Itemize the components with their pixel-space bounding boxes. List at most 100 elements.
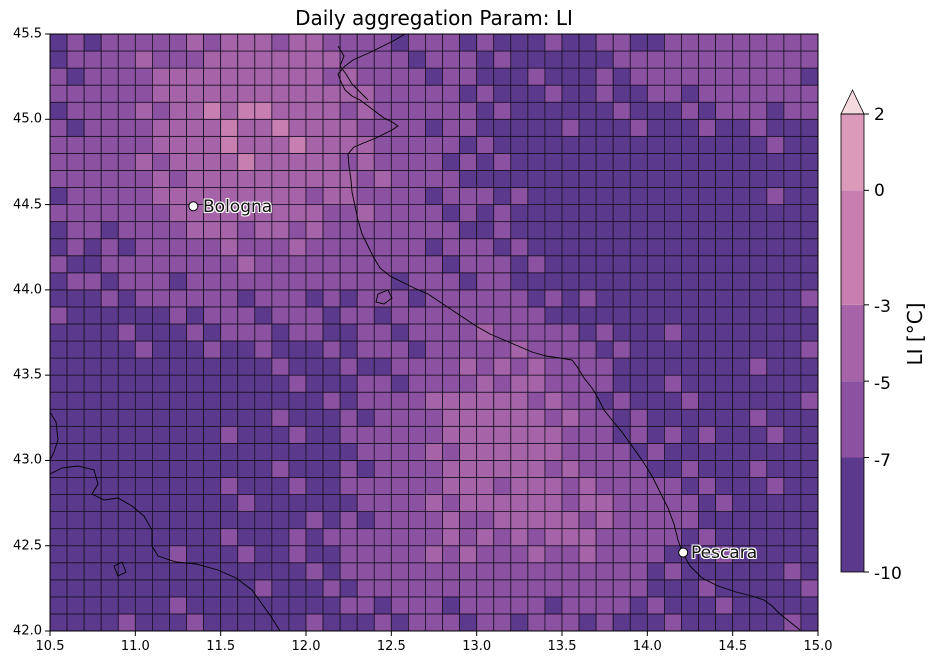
heatmap-cell	[561, 613, 580, 631]
heatmap-cell	[117, 425, 136, 444]
heatmap-cell	[595, 545, 614, 564]
heatmap-cell	[356, 391, 375, 410]
heatmap-cell	[117, 357, 136, 376]
heatmap-cell	[151, 579, 170, 598]
heatmap-cell	[544, 357, 563, 376]
heatmap-cell	[561, 152, 580, 171]
heatmap-cell	[459, 460, 478, 478]
coastline-adriatic-italy	[337, 34, 801, 631]
heatmap-cell	[151, 477, 170, 495]
heatmap-cell	[169, 84, 187, 103]
heatmap-cell	[510, 50, 529, 69]
heatmap-cell	[664, 118, 682, 137]
heatmap-cell	[134, 391, 153, 410]
heatmap-cell	[254, 340, 273, 359]
heatmap-cell	[50, 50, 68, 69]
heatmap-cell	[646, 408, 665, 427]
heatmap-cell	[83, 135, 102, 154]
heatmap-cell	[356, 477, 375, 495]
heatmap-cell	[476, 170, 495, 188]
coastline	[50, 34, 801, 631]
heatmap-cell	[664, 477, 682, 495]
heatmap-cell	[681, 460, 699, 478]
heatmap-cell	[732, 596, 751, 615]
heatmap-cell	[322, 101, 341, 120]
heatmap-cell	[800, 272, 818, 291]
heatmap-cell	[66, 596, 85, 615]
heatmap-cell	[66, 460, 85, 478]
heatmap-cell	[493, 135, 512, 154]
heatmap-cell	[186, 460, 205, 478]
heatmap-cell	[151, 306, 170, 325]
heatmap-cell	[169, 255, 187, 274]
heatmap-cell	[390, 101, 409, 120]
heatmap-cell	[681, 50, 699, 69]
heatmap-cell	[237, 613, 256, 631]
heatmap-cell	[544, 101, 563, 120]
heatmap-cell	[646, 357, 665, 376]
heatmap-cell	[561, 340, 580, 359]
heatmap-cell	[66, 357, 85, 376]
heatmap-cell	[493, 255, 512, 274]
heatmap-cell	[510, 374, 529, 393]
heatmap-cell	[254, 272, 273, 291]
heatmap-cell	[322, 511, 341, 530]
heatmap-cell	[459, 579, 478, 598]
heatmap-cell	[356, 528, 375, 547]
heatmap-cell	[561, 289, 580, 308]
heatmap-cell	[373, 84, 392, 103]
heatmap-cell	[186, 613, 205, 631]
heatmap-cell	[561, 238, 580, 257]
heatmap-cell	[510, 67, 529, 86]
heatmap-cell	[407, 34, 426, 52]
heatmap-cell	[66, 238, 85, 257]
heatmap-cell	[322, 84, 341, 103]
heatmap-cell	[151, 187, 170, 205]
heatmap-cell	[510, 579, 529, 598]
heatmap-cell	[732, 34, 751, 52]
heatmap-cell	[442, 579, 460, 598]
heatmap-cell	[766, 408, 785, 427]
colorbar-tick-label: 2	[874, 105, 885, 125]
heatmap-cell	[493, 272, 512, 291]
heatmap-cell	[390, 289, 409, 308]
colorbar-frame	[840, 113, 865, 573]
heatmap-cell	[356, 221, 375, 240]
heatmap-cell	[459, 340, 478, 359]
heatmap-cell	[356, 50, 375, 69]
heatmap-cell	[749, 272, 768, 291]
heatmap-cell	[151, 204, 170, 223]
heatmap-cell	[629, 67, 648, 86]
heatmap-cell	[612, 118, 631, 137]
heatmap-cell	[288, 204, 307, 223]
heatmap-cell	[134, 357, 153, 376]
heatmap-cell	[783, 306, 802, 325]
heatmap-cell	[681, 425, 699, 444]
heatmap-cell	[561, 425, 580, 444]
heatmap-cell	[681, 255, 699, 274]
heatmap-cell	[322, 596, 341, 615]
heatmap-cell	[390, 357, 409, 376]
heatmap-cell	[288, 255, 307, 274]
heatmap-cell	[373, 596, 392, 615]
heatmap-cell	[749, 204, 768, 223]
heatmap-cell	[578, 442, 597, 461]
heatmap-cell	[83, 34, 102, 52]
colorbar-tick-label: -3	[874, 297, 891, 317]
heatmap-cell	[390, 306, 409, 325]
heatmap-cell	[151, 135, 170, 154]
heatmap-cell	[220, 613, 239, 631]
heatmap-cell	[305, 323, 324, 342]
heatmap-cell	[100, 221, 119, 240]
heatmap-cell	[578, 494, 597, 512]
heatmap-cell	[544, 545, 563, 564]
heatmap-cell	[732, 272, 751, 291]
heatmap-cell	[527, 323, 546, 342]
heatmap-cell	[151, 562, 170, 581]
heatmap-cell	[390, 84, 409, 103]
heatmap-cell	[681, 272, 699, 291]
heatmap-cell	[254, 391, 273, 410]
heatmap-cell	[407, 101, 426, 120]
heatmap-cell	[66, 204, 85, 223]
heatmap-cell	[322, 494, 341, 512]
